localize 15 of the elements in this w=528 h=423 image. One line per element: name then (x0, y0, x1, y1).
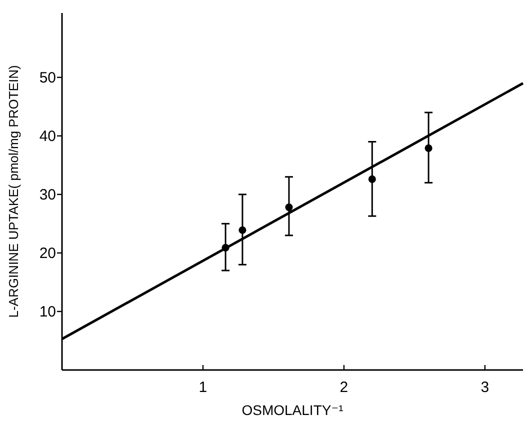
y-tick-label: 30 (39, 186, 56, 204)
point (424, 144, 432, 152)
x-tick-label: 2 (340, 379, 348, 396)
point (368, 175, 376, 183)
y-tick-label: 50 (39, 69, 56, 86)
y-tick-label: 20 (39, 244, 56, 262)
x-tick-label: 1 (198, 379, 208, 396)
point (238, 226, 246, 234)
x-tick-label: 3 (480, 379, 490, 396)
y-axis-title: L-ARGININE UPTAKE( pmol/mg PROTEIN) (6, 65, 21, 318)
point (222, 244, 230, 252)
x-axis-title: OSMOLALITY⁻¹ (242, 402, 344, 418)
point (285, 204, 293, 212)
y-tick-label: 10 (39, 303, 56, 320)
y-tick-label: 40 (39, 128, 56, 145)
